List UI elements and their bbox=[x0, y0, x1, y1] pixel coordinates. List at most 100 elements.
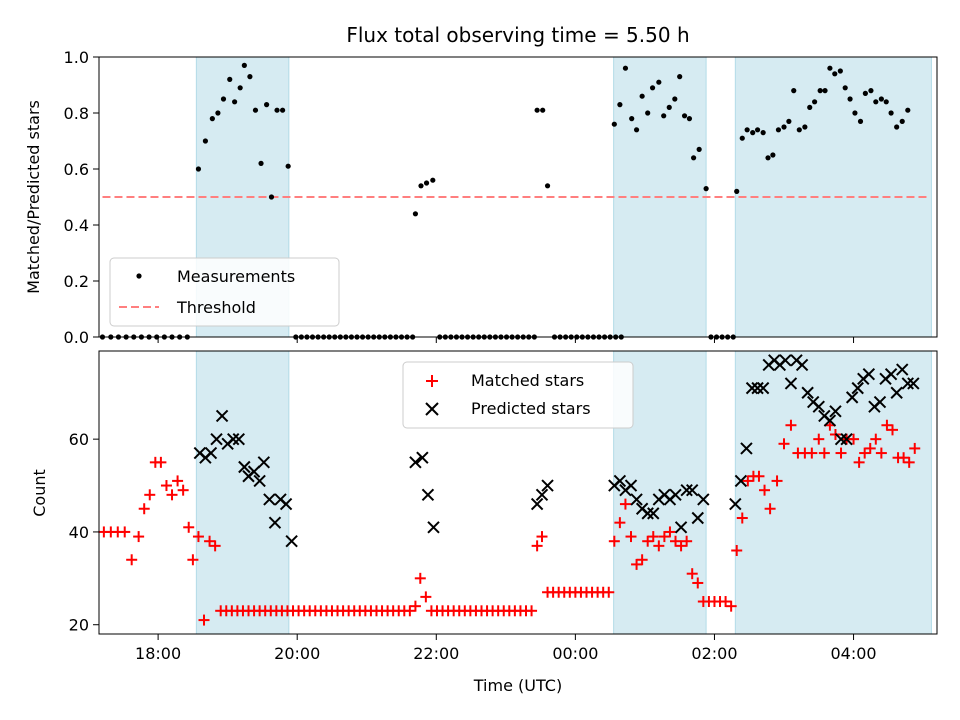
matched-star-point bbox=[119, 526, 131, 538]
predicted-star-stroke bbox=[840, 432, 853, 446]
y-tick-label: 60 bbox=[69, 430, 89, 449]
predicted-star-stroke bbox=[873, 395, 887, 409]
predicted-star-stroke bbox=[247, 465, 261, 478]
x-tick-label: 20:00 bbox=[274, 644, 320, 663]
top-panel: 0.0 0.2 0.4 0.6 0.8 1.0 Matched/Predicted sta… bbox=[24, 48, 938, 347]
legend-threshold-label: Threshold bbox=[176, 298, 256, 317]
measurement-point bbox=[812, 99, 818, 105]
bottom-legend-box bbox=[402, 361, 634, 429]
measurement-point bbox=[544, 183, 551, 189]
matched-star-point bbox=[670, 535, 682, 547]
predicted-star-points bbox=[193, 354, 920, 548]
predicted-star-point bbox=[204, 446, 218, 460]
measurement-point bbox=[220, 96, 227, 102]
measurement-point bbox=[202, 138, 209, 144]
predicted-star-stroke bbox=[624, 479, 638, 492]
measurement-point bbox=[873, 99, 879, 105]
measurement-point bbox=[822, 88, 828, 94]
top-legend: Measurements Threshold bbox=[109, 257, 340, 327]
predicted-star-stroke bbox=[535, 488, 549, 502]
measurement-point bbox=[765, 155, 771, 161]
matched-star-point bbox=[725, 600, 737, 612]
measurement-point bbox=[827, 65, 833, 71]
predicted-star-point bbox=[680, 483, 693, 497]
bottom-y-ticks: 20 40 60 bbox=[69, 430, 99, 635]
predicted-star-point bbox=[784, 377, 798, 390]
predicted-star-stroke bbox=[691, 511, 704, 525]
matched-star-point bbox=[160, 480, 172, 492]
legend-measurements-marker bbox=[136, 273, 142, 279]
measurement-point bbox=[611, 121, 617, 127]
measurement-point bbox=[857, 118, 864, 124]
measurement-point bbox=[195, 166, 202, 172]
matched-star-point bbox=[736, 512, 748, 524]
measurement-point bbox=[268, 194, 275, 200]
predicted-star-point bbox=[630, 493, 643, 506]
predicted-star-point bbox=[409, 456, 422, 469]
measurement-point bbox=[744, 127, 750, 133]
measurement-point bbox=[649, 85, 656, 91]
predicted-star-point bbox=[232, 432, 245, 446]
predicted-star-stroke bbox=[530, 497, 544, 511]
legend-measurements-label: Measurements bbox=[177, 267, 295, 286]
predicted-star-point bbox=[247, 465, 261, 478]
observing-window-1 bbox=[195, 350, 290, 635]
predicted-star-stroke bbox=[669, 488, 682, 502]
matched-star-points bbox=[98, 419, 921, 626]
x-tick-label: 04:00 bbox=[830, 644, 876, 663]
matched-star-point bbox=[636, 554, 648, 566]
predicted-star-stroke bbox=[257, 456, 271, 469]
x-tick-label: 02:00 bbox=[691, 644, 737, 663]
measurement-point bbox=[878, 96, 884, 102]
predicted-star-point bbox=[238, 460, 251, 474]
measurement-point bbox=[666, 104, 672, 110]
predicted-star-stroke bbox=[845, 391, 859, 404]
predicted-star-point bbox=[697, 493, 710, 506]
matched-star-point bbox=[619, 498, 631, 510]
y-tick-label: 40 bbox=[69, 523, 89, 542]
predicted-star-point bbox=[729, 497, 742, 511]
measurement-point bbox=[832, 71, 838, 77]
measurement-point bbox=[686, 116, 693, 122]
measurement-point bbox=[661, 113, 667, 119]
y-tick-label: 0.2 bbox=[64, 272, 89, 291]
predicted-star-stroke bbox=[834, 432, 848, 446]
legend-matched-label: Matched stars bbox=[471, 371, 584, 390]
bottom-legend: Matched stars Predicted stars bbox=[402, 361, 634, 429]
matched-star-point bbox=[818, 447, 830, 459]
matched-star-point bbox=[813, 433, 825, 445]
predicted-star-stroke bbox=[812, 400, 825, 413]
predicted-star-point bbox=[285, 535, 298, 548]
matched-star-point bbox=[753, 470, 765, 482]
matched-star-point bbox=[870, 433, 882, 445]
matched-star-point bbox=[614, 517, 626, 529]
matched-star-point bbox=[177, 484, 189, 496]
predicted-star-stroke bbox=[697, 493, 710, 506]
y-tick-label: 20 bbox=[69, 616, 89, 635]
matched-star-point bbox=[409, 600, 421, 612]
matched-star-point bbox=[859, 447, 871, 459]
matched-star-point bbox=[126, 554, 138, 566]
predicted-star-point bbox=[812, 400, 825, 413]
top-y-ticks: 0.0 0.2 0.4 0.6 0.8 1.0 bbox=[64, 48, 99, 347]
matched-star-point bbox=[642, 535, 654, 547]
predicted-star-stroke bbox=[238, 460, 251, 474]
measurement-point bbox=[418, 183, 424, 189]
measurement-point bbox=[622, 65, 629, 71]
matched-star-point bbox=[404, 605, 416, 617]
measurement-point bbox=[888, 110, 894, 116]
predicted-star-stroke bbox=[685, 483, 699, 497]
matched-star-point bbox=[172, 475, 184, 487]
predicted-star-stroke bbox=[734, 474, 748, 488]
matched-star-point bbox=[536, 531, 548, 543]
predicted-star-point bbox=[263, 493, 276, 506]
matched-star-point bbox=[898, 452, 910, 464]
predicted-star-point bbox=[641, 507, 654, 520]
measurement-point bbox=[639, 93, 645, 99]
predicted-star-point bbox=[215, 409, 229, 423]
predicted-star-point bbox=[745, 381, 759, 395]
matched-star-point bbox=[771, 475, 783, 487]
predicted-star-stroke bbox=[279, 497, 293, 511]
measurement-point bbox=[681, 113, 688, 119]
measurement-point bbox=[750, 130, 756, 136]
